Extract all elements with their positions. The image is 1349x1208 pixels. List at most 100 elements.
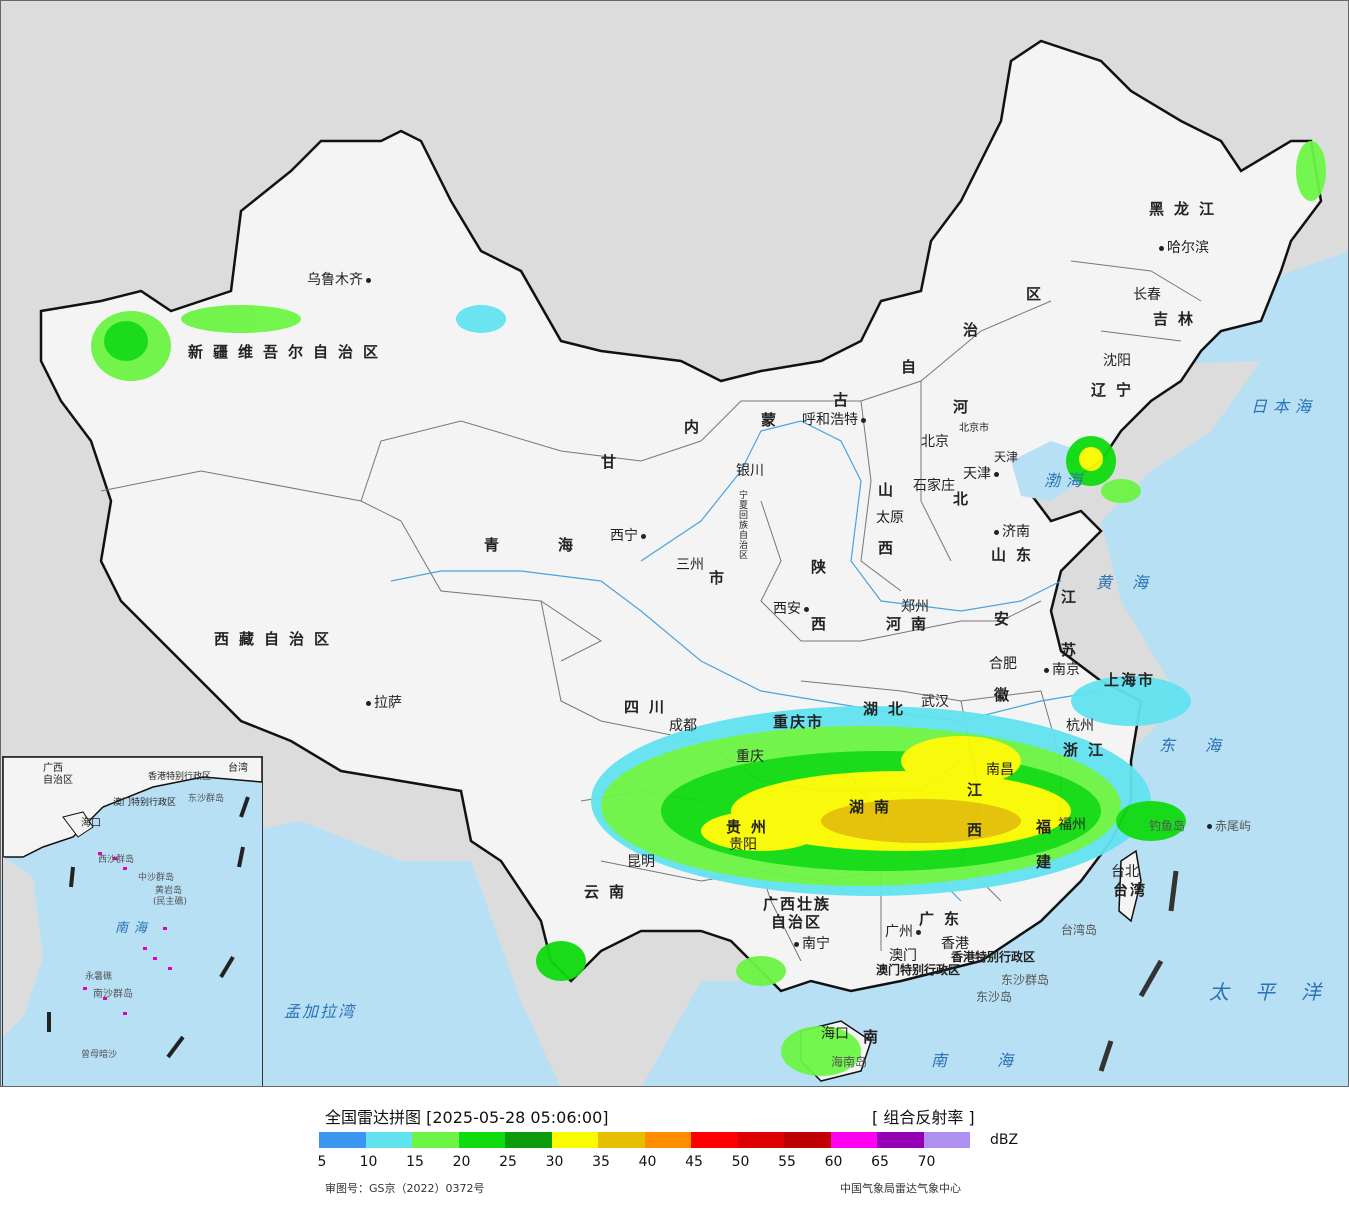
province-label-guangdong: 广东 <box>919 910 970 928</box>
city-label-nanjing: 南京 <box>1041 659 1080 679</box>
color-swatch <box>319 1132 366 1148</box>
province-label-nmg: 蒙 <box>761 411 787 429</box>
sea-label-nanhai: 南海 <box>931 1051 1064 1070</box>
city-label-shenyang: 沈阳 <box>1103 353 1131 369</box>
legend-product: [ 组合反射率 ] <box>872 1108 975 1127</box>
city-label-aomen: 澳门 <box>889 948 917 964</box>
city-label-hohhot: 呼和浩特 <box>802 409 869 429</box>
taiwan-island <box>1118 849 1142 923</box>
city-label-kunming: 昆明 <box>627 854 655 870</box>
city-label-tianjin: 天津 <box>963 463 1002 483</box>
province-label-fujian: 福 <box>1036 818 1062 836</box>
province-label-liaoning: 辽宁 <box>1091 381 1142 399</box>
sea-area <box>642 251 1348 1086</box>
city-label-lhasa: 拉萨 <box>363 692 402 712</box>
province-label-shandong: 山东 <box>991 546 1042 564</box>
color-swatch <box>644 1132 691 1148</box>
inset-label-taiwan: 台湾 <box>228 763 248 774</box>
island-label-chiweiyu: 赤尾屿 <box>1204 817 1251 834</box>
province-label-shanxi: 西 <box>878 539 904 557</box>
inset-label-nanhai: 南海 <box>115 921 154 936</box>
sea-label-riben: 日本海 <box>1251 397 1318 416</box>
legend-panel: 全国雷达拼图 [2025-05-28 05:06:00] [ 组合反射率 ] d… <box>0 1088 1349 1208</box>
inset-label-xisha: 西沙群岛 <box>98 855 135 865</box>
sea-label-huanghai: 黄海 <box>1096 573 1169 592</box>
province-label-mo: 澳门特别行政区 <box>876 963 961 977</box>
province-label-xizang: 西藏自治区 <box>214 630 340 648</box>
city-label-lanzhou: 三州 <box>676 557 704 573</box>
province-label-nmg: 内 <box>684 418 710 436</box>
city-label-shijiazhuang: 石家庄 <box>913 478 955 494</box>
province-label-shanghai: 上海市 <box>1104 671 1156 689</box>
scale-tick-label: 60 <box>824 1154 843 1170</box>
sea-label-taipingyang: 太平洋 <box>1209 980 1347 1004</box>
inset-canvas <box>3 757 262 1059</box>
province-label-ningxia: 宁夏回族自治区 <box>739 491 749 561</box>
province-label-heilongjiang: 黑龙江 <box>1149 200 1225 218</box>
radar-echoes <box>91 141 1326 1076</box>
city-label-urumqi: 乌鲁木齐 <box>307 269 374 289</box>
city-label-taibei: 台北 <box>1111 864 1139 880</box>
color-swatch <box>877 1132 924 1148</box>
province-label-sichuan: 四川 <box>624 698 675 716</box>
province-label-shanxi: 山 <box>878 481 904 499</box>
scale-tick-label: 10 <box>359 1154 378 1170</box>
scale-tick-label: 65 <box>871 1154 889 1170</box>
province-label-hubei: 湖北 <box>863 700 914 718</box>
city-label-guiyang: 贵阳 <box>729 837 757 853</box>
city-label-guangzhou: 广州 <box>885 921 924 941</box>
province-label-hainan: 南 <box>863 1028 889 1046</box>
color-swatch <box>412 1132 459 1148</box>
color-swatch <box>691 1132 738 1148</box>
province-label-qinghai: 青 <box>484 536 510 554</box>
city-label-harbin: 哈尔滨 <box>1156 237 1209 257</box>
province-label-jiangxi: 西 <box>967 821 993 839</box>
color-scale-bar <box>319 1132 970 1148</box>
province-label-jiangsu: 苏 <box>1061 641 1087 659</box>
inset-label-nansha: 南沙群岛 <box>93 989 133 1000</box>
legend-unit: dBZ <box>990 1132 1019 1148</box>
province-label-beijing: 北京市 <box>959 423 989 434</box>
city-label-wuhan: 武汉 <box>921 694 949 710</box>
radar-map: 新疆维吾尔自治区 西藏自治区 青 海 甘 内 蒙 古 自 治 区 黑龙江 吉林 … <box>0 0 1349 1087</box>
city-label-hangzhou: 杭州 <box>1066 718 1094 734</box>
scale-tick-label: 45 <box>685 1154 703 1170</box>
city-label-xianggang: 香港 <box>941 936 969 952</box>
inset-label-mo: 澳门特别行政区 <box>113 798 177 808</box>
city-label-xian: 西安 <box>773 598 812 618</box>
province-label-nmg: 区 <box>1026 285 1052 303</box>
color-swatch <box>458 1132 505 1148</box>
inset-label-hk: 香港特别行政区 <box>148 772 212 782</box>
scale-tick-label: 55 <box>778 1154 796 1170</box>
color-swatch <box>784 1132 831 1148</box>
color-swatch <box>551 1132 598 1148</box>
province-label-zhejiang: 浙江 <box>1063 741 1114 759</box>
color-swatch <box>505 1132 552 1148</box>
city-label-jinan: 济南 <box>991 521 1030 541</box>
island-label-dongsha: 东沙群岛 <box>1001 973 1050 987</box>
scale-tick-label: 20 <box>452 1154 471 1170</box>
scale-tick-label: 25 <box>499 1154 517 1170</box>
bohai-sea <box>1011 441 1081 501</box>
sea-label-donghai: 东海 <box>1159 736 1252 755</box>
city-label-fuzhou: 福州 <box>1058 817 1086 833</box>
scale-tick-label: 70 <box>917 1154 936 1170</box>
island-label-taiwandao: 台湾岛 <box>1061 923 1098 937</box>
province-label-anhui: 徽 <box>994 686 1020 704</box>
province-label-guangxi: 广西壮族 <box>763 895 832 913</box>
island-label-diaoyudao: 钓鱼岛 <box>1149 819 1186 833</box>
city-label-nanning: 南宁 <box>791 933 830 953</box>
province-label-hk: 香港特别行政区 <box>951 950 1036 964</box>
province-label-guangxi: 自治区 <box>771 913 823 931</box>
scale-tick-label: 30 <box>545 1154 564 1170</box>
city-label-yinchuan: 银川 <box>736 463 764 479</box>
scale-tick-label: 5 <box>317 1154 327 1170</box>
city-label-chongqing: 重庆 <box>736 749 764 765</box>
scale-tick-label: 40 <box>638 1154 657 1170</box>
province-label-guizhou: 贵州 <box>726 818 777 836</box>
scale-tick-label: 15 <box>406 1154 424 1170</box>
inset-label-haikou: 海口 <box>81 818 101 829</box>
dash-lines <box>1098 870 1179 1072</box>
city-label-beijing: 北京 <box>921 434 949 450</box>
city-label-hefei: 合肥 <box>989 656 1017 672</box>
